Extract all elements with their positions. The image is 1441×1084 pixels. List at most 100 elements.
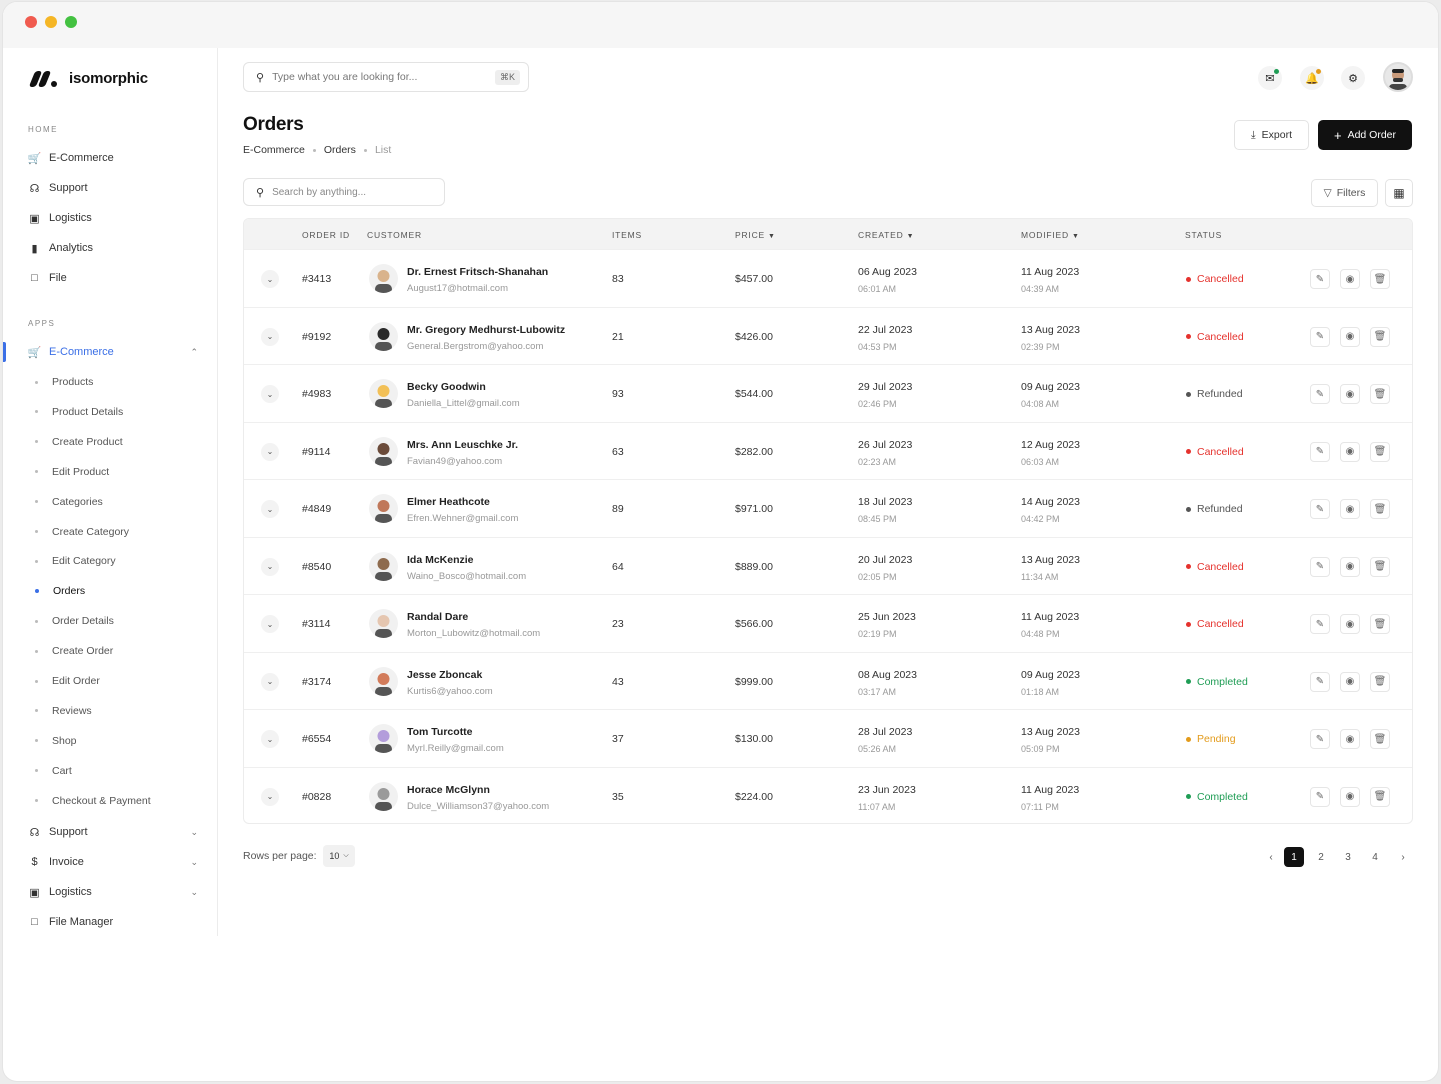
view-order-button[interactable]: ◉ — [1340, 729, 1360, 749]
order-id[interactable]: #4849 — [302, 503, 332, 515]
messages-icon[interactable]: ✉ — [1258, 66, 1282, 90]
sidebar-subitem-orders[interactable]: Orders — [35, 582, 85, 600]
add-order-button[interactable]: + Add Order — [1318, 120, 1412, 150]
view-order-button[interactable]: ◉ — [1340, 326, 1360, 347]
sidebar-subitem-categories[interactable]: Categories — [35, 493, 103, 511]
expand-row-button[interactable]: ⌄ — [261, 270, 279, 288]
pagination-page-4[interactable]: 4 — [1372, 851, 1378, 863]
view-order-button[interactable]: ◉ — [1340, 384, 1360, 404]
delete-order-button[interactable]: 🗑 — [1370, 671, 1390, 692]
sidebar-item-e-commerce[interactable]: 🛒 E-Commerce — [28, 148, 198, 168]
expand-row-button[interactable]: ⌄ — [261, 672, 279, 691]
table-search-input[interactable]: ⚲ Search by anything... — [243, 178, 445, 206]
column-header-price[interactable]: PRICE ▼ — [735, 230, 776, 240]
view-order-button[interactable]: ◉ — [1340, 786, 1360, 807]
edit-order-button[interactable]: ✎ — [1310, 499, 1330, 519]
sidebar-subitem-checkout-and-payment[interactable]: Checkout & Payment — [35, 792, 151, 810]
sidebar-item-logistics[interactable]: ▣ Logistics — [28, 208, 198, 228]
edit-order-button[interactable]: ✎ — [1310, 384, 1330, 404]
customer-name[interactable]: Dr. Ernest Fritsch-Shanahan — [407, 266, 549, 278]
order-id[interactable]: #9192 — [302, 330, 332, 343]
order-id[interactable]: #3114 — [302, 618, 331, 630]
sidebar-subitem-edit-order[interactable]: Edit Order — [35, 672, 100, 690]
edit-order-button[interactable]: ✎ — [1310, 614, 1330, 634]
pagination-prev-button[interactable]: ‹ — [1261, 847, 1281, 867]
customer-name[interactable]: Mr. Gregory Medhurst-Lubowitz — [407, 323, 566, 336]
edit-order-button[interactable]: ✎ — [1310, 671, 1330, 692]
filters-button[interactable]: ▽ Filters — [1311, 179, 1378, 207]
sidebar-item-file[interactable]: □ File — [28, 268, 198, 288]
sidebar-subitem-create-order[interactable]: Create Order — [35, 642, 113, 660]
view-order-button[interactable]: ◉ — [1340, 441, 1360, 462]
delete-order-button[interactable]: 🗑 — [1370, 729, 1390, 749]
delete-order-button[interactable]: 🗑 — [1370, 441, 1390, 462]
delete-order-button[interactable]: 🗑 — [1370, 556, 1390, 577]
expand-row-button[interactable]: ⌄ — [261, 500, 279, 518]
order-id[interactable]: #0828 — [302, 790, 332, 803]
order-id[interactable]: #3413 — [302, 273, 332, 285]
edit-order-button[interactable]: ✎ — [1310, 441, 1330, 462]
view-order-button[interactable]: ◉ — [1340, 556, 1360, 577]
sidebar-subitem-create-category[interactable]: Create Category — [35, 523, 129, 541]
customer-name[interactable]: Elmer Heathcote — [407, 496, 490, 508]
sidebar-item-apps-ecommerce[interactable]: 🛒 E-Commerce ⌃ — [28, 342, 198, 362]
sidebar-subitem-cart[interactable]: Cart — [35, 762, 72, 780]
sidebar-item-invoice[interactable]: $ Invoice ⌄ — [28, 852, 198, 872]
expand-row-button[interactable]: ⌄ — [261, 787, 279, 806]
pagination-page-1[interactable]: 1 — [1284, 847, 1304, 867]
column-settings-button[interactable]: ▦ — [1385, 179, 1413, 207]
pagination-next-button[interactable]: › — [1393, 847, 1413, 867]
rows-per-page-select[interactable]: 10 ⌵ — [323, 845, 355, 867]
view-order-button[interactable]: ◉ — [1340, 614, 1360, 634]
sidebar-item-logistics[interactable]: ▣ Logistics ⌄ — [28, 882, 198, 902]
order-id[interactable]: #6554 — [302, 733, 332, 745]
delete-order-button[interactable]: 🗑 — [1370, 499, 1390, 519]
expand-row-button[interactable]: ⌄ — [261, 615, 279, 633]
sidebar-item-analytics[interactable]: ▮ Analytics — [28, 238, 198, 258]
sidebar-subitem-order-details[interactable]: Order Details — [35, 612, 114, 630]
sidebar-subitem-shop[interactable]: Shop — [35, 732, 77, 750]
customer-name[interactable]: Horace McGlynn — [407, 783, 490, 796]
order-id[interactable]: #9114 — [302, 445, 331, 458]
breadcrumb-item-ecommerce[interactable]: E-Commerce — [243, 144, 305, 156]
sidebar-subitem-edit-category[interactable]: Edit Category — [35, 552, 116, 570]
sidebar-item-support[interactable]: ☊ Support ⌄ — [28, 822, 198, 842]
customer-name[interactable]: Mrs. Ann Leuschke Jr. — [407, 438, 519, 451]
maximize-window-button[interactable] — [65, 16, 77, 28]
customer-name[interactable]: Tom Turcotte — [407, 726, 473, 738]
pagination-page-3[interactable]: 3 — [1345, 851, 1351, 863]
close-window-button[interactable] — [25, 16, 37, 28]
view-order-button[interactable]: ◉ — [1340, 671, 1360, 692]
view-order-button[interactable]: ◉ — [1340, 499, 1360, 519]
notifications-bell-icon[interactable]: 🔔 — [1300, 66, 1324, 90]
delete-order-button[interactable]: 🗑 — [1370, 614, 1390, 634]
column-header-created[interactable]: CREATED ▼ — [858, 230, 914, 240]
expand-row-button[interactable]: ⌄ — [261, 557, 279, 576]
sidebar-item-support[interactable]: ☊ Support — [28, 178, 198, 198]
view-order-button[interactable]: ◉ — [1340, 269, 1360, 289]
expand-row-button[interactable]: ⌄ — [261, 385, 279, 403]
edit-order-button[interactable]: ✎ — [1310, 786, 1330, 807]
order-id[interactable]: #8540 — [302, 560, 332, 573]
sidebar-subitem-edit-product[interactable]: Edit Product — [35, 463, 109, 481]
order-id[interactable]: #3174 — [302, 675, 332, 688]
column-header-customer[interactable]: CUSTOMER — [367, 230, 422, 240]
edit-order-button[interactable]: ✎ — [1310, 269, 1330, 289]
sidebar-item-file-manager[interactable]: □ File Manager — [28, 912, 198, 932]
sidebar-subitem-product-details[interactable]: Product Details — [35, 403, 123, 421]
settings-gear-icon[interactable]: ⚙ — [1341, 66, 1365, 90]
delete-order-button[interactable]: 🗑 — [1370, 326, 1390, 347]
expand-row-button[interactable]: ⌄ — [261, 327, 279, 346]
customer-name[interactable]: Randal Dare — [407, 611, 469, 623]
sidebar-subitem-create-product[interactable]: Create Product — [35, 433, 123, 451]
delete-order-button[interactable]: 🗑 — [1370, 384, 1390, 404]
column-header-order-id[interactable]: ORDER ID — [302, 230, 350, 240]
breadcrumb-item-orders[interactable]: Orders — [323, 144, 356, 156]
customer-name[interactable]: Becky Goodwin — [407, 381, 486, 393]
edit-order-button[interactable]: ✎ — [1310, 556, 1330, 577]
sidebar-subitem-products[interactable]: Products — [35, 373, 93, 391]
order-id[interactable]: #4983 — [302, 388, 332, 400]
export-button[interactable]: ⤓ Export — [1234, 120, 1309, 150]
expand-row-button[interactable]: ⌄ — [261, 730, 279, 748]
column-header-modified[interactable]: MODIFIED ▼ — [1021, 230, 1080, 240]
